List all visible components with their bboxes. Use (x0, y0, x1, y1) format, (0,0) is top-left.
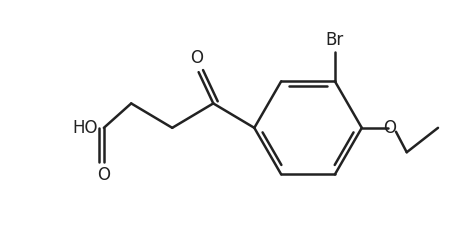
Text: Br: Br (326, 31, 344, 49)
Text: O: O (97, 166, 110, 184)
Text: O: O (190, 49, 203, 67)
Text: O: O (382, 119, 396, 137)
Text: HO: HO (72, 119, 98, 137)
